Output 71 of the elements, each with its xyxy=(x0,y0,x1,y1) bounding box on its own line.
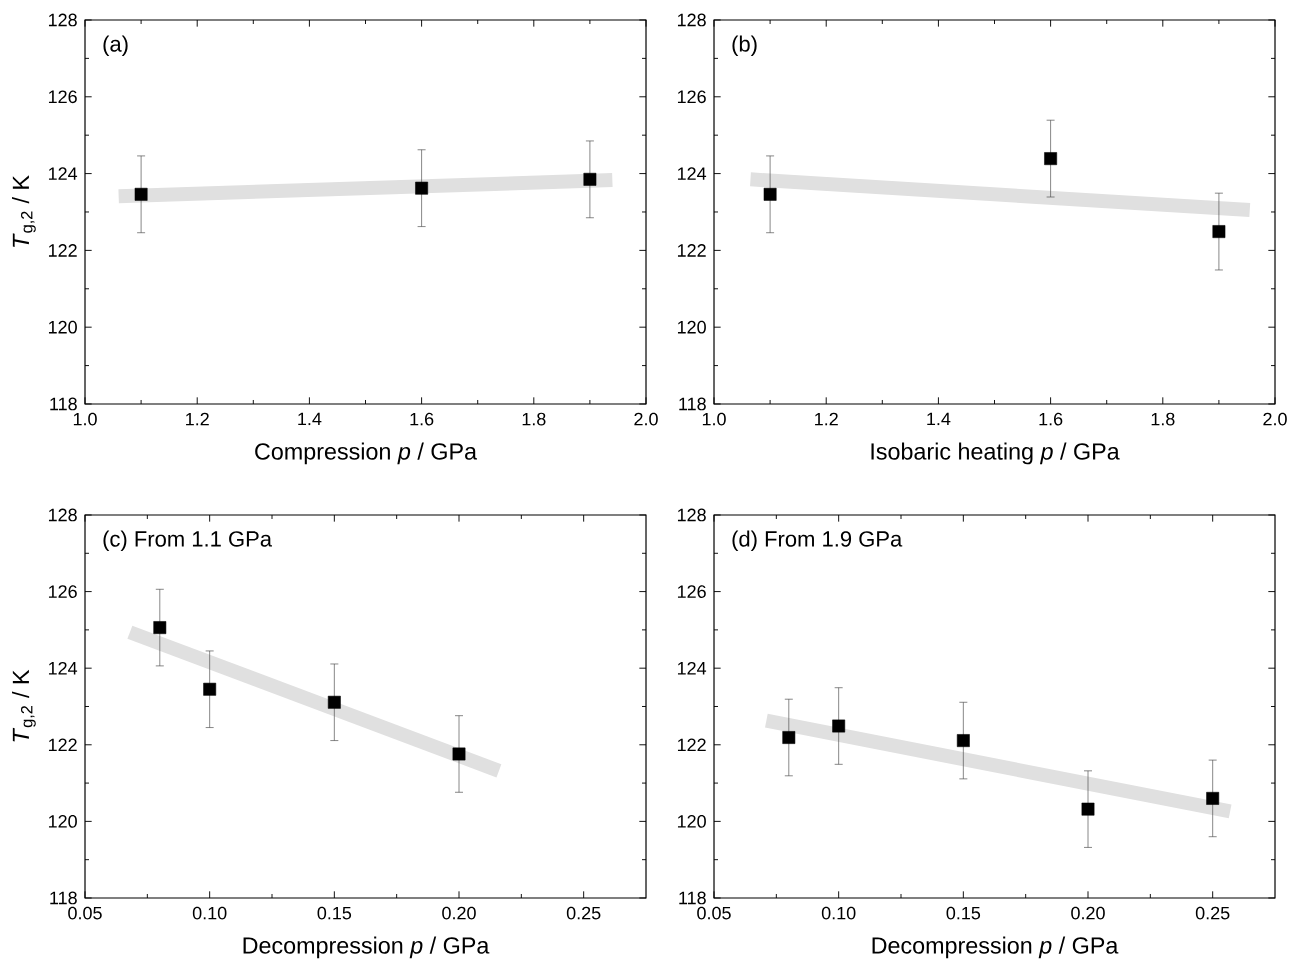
x-axis-title: Compression p / GPa xyxy=(255,442,478,465)
y-tick-label: 118 xyxy=(679,891,706,905)
y-tick-label: 124 xyxy=(677,661,707,675)
x-tick-label: 0.20 xyxy=(1071,906,1105,920)
annotation: (d) From 1.9 GPa xyxy=(732,530,903,552)
y-tick-label: 128 xyxy=(48,508,77,522)
y-tick-label: 124 xyxy=(48,661,78,675)
y-tick-label: 124 xyxy=(677,167,707,180)
point xyxy=(782,731,796,744)
y-tick-label: 126 xyxy=(48,90,77,104)
x-tick-label: 0.15 xyxy=(946,906,981,920)
x-tick-label: 1.4 xyxy=(927,412,951,426)
y-tick-label: 120 xyxy=(677,320,706,334)
x-tick-label: 0.05 xyxy=(68,906,102,920)
y-tick-label: 120 xyxy=(48,320,77,334)
y-tick-label: 126 xyxy=(677,90,706,104)
y-tick-label: 122 xyxy=(677,244,706,257)
y-tick-label: 126 xyxy=(48,585,77,598)
x-tick-label: 1.6 xyxy=(1039,412,1063,426)
x-tick-label: 2.0 xyxy=(634,412,658,426)
point xyxy=(415,181,429,195)
point xyxy=(583,172,597,186)
point xyxy=(832,719,846,733)
point xyxy=(1044,152,1058,166)
point xyxy=(327,695,341,709)
point xyxy=(763,187,777,201)
point xyxy=(203,682,217,696)
x-tick-label: 1.0 xyxy=(702,412,726,426)
x-tick-label: 0.25 xyxy=(566,906,601,920)
x-tick-label: 1.8 xyxy=(522,412,546,426)
y-tick-label: 126 xyxy=(677,585,706,598)
x-tick-label: 0.10 xyxy=(192,906,227,920)
y-tick-label: 128 xyxy=(48,13,77,27)
x-tick-label: 0.25 xyxy=(1195,906,1230,920)
x-tick-label: 0.20 xyxy=(442,906,476,920)
x-tick-label: 1.0 xyxy=(73,412,97,426)
x-tick-label: 1.2 xyxy=(186,412,209,426)
x-tick-label: 0.05 xyxy=(697,906,731,920)
y-tick-label: 118 xyxy=(50,891,77,905)
y-tick-label: 128 xyxy=(677,13,706,27)
y-tick-label: 120 xyxy=(677,815,706,828)
x-axis-title: Decompression p / GPa xyxy=(872,936,1119,959)
x-tick-label: 1.6 xyxy=(410,412,434,426)
x-tick-label: 0.10 xyxy=(821,906,856,920)
point xyxy=(153,621,167,634)
y-tick-label: 122 xyxy=(677,738,706,752)
y-axis-title: T$_{g,2}$ / K xyxy=(12,175,36,247)
x-axis-title: Decompression p / GPa xyxy=(243,936,490,959)
y-tick-label: 120 xyxy=(48,815,77,828)
point xyxy=(956,734,970,747)
x-axis-title: Isobaric heating p / GPa xyxy=(871,442,1120,465)
point xyxy=(1081,802,1095,816)
point xyxy=(1206,792,1220,805)
point xyxy=(1212,225,1226,238)
point xyxy=(134,187,148,201)
y-tick-label: 128 xyxy=(677,508,706,522)
y-tick-label: 122 xyxy=(48,244,77,257)
y-tick-label: 118 xyxy=(50,397,77,411)
annotation: (a) xyxy=(103,35,128,57)
x-tick-label: 0.15 xyxy=(317,906,352,920)
point xyxy=(452,747,466,761)
y-axis-title: T$_{g,2}$ / K xyxy=(12,669,36,742)
annotation: (b) xyxy=(732,35,757,57)
y-tick-label: 124 xyxy=(48,167,78,180)
x-tick-label: 1.4 xyxy=(298,412,322,426)
x-tick-label: 2.0 xyxy=(1263,412,1287,426)
x-tick-label: 1.2 xyxy=(815,412,838,426)
x-tick-label: 1.8 xyxy=(1151,412,1175,426)
annotation: (c) From 1.1 GPa xyxy=(103,530,273,552)
y-tick-label: 122 xyxy=(48,738,77,752)
y-tick-label: 118 xyxy=(679,397,706,411)
